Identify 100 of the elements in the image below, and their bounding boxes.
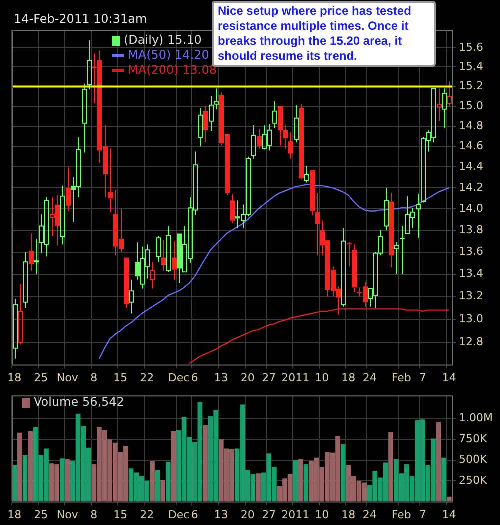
x-tick-label: 20	[240, 371, 255, 384]
candlestick	[209, 96, 214, 132]
legend-label: MA(200) 13.08	[128, 63, 217, 78]
bar	[298, 459, 304, 502]
candlestick	[315, 192, 320, 256]
y-tick-label: 15.6	[459, 40, 484, 54]
x-tick-label: 18	[342, 371, 356, 384]
candlestick	[230, 194, 235, 224]
candlestick	[341, 228, 346, 308]
bar	[155, 470, 160, 502]
y-tick-label: 13.4	[459, 267, 484, 280]
x-tick-label: 20	[240, 508, 255, 522]
x-tick-label: 18	[8, 371, 22, 384]
bar	[203, 425, 208, 502]
candlestick	[384, 188, 389, 232]
candlestick	[150, 262, 155, 290]
candlestick	[352, 244, 357, 293]
y-tick-label: 250K	[459, 474, 488, 487]
y-tick-label: 12.8	[459, 335, 484, 348]
candlestick	[304, 166, 309, 184]
x-tick-label: 15	[114, 371, 128, 384]
candlestick	[108, 148, 113, 213]
candlestick	[288, 132, 293, 160]
annotation: Nice setup where price has tested resistance multiple times. Once it breaks through the 15.20 area, it should resume its trend.	[218, 4, 412, 63]
bar	[171, 431, 176, 502]
x-tick-label: 13	[214, 371, 228, 384]
x-tick-label: 22	[140, 371, 154, 384]
candlestick	[18, 284, 23, 346]
x-tick-label: Feb	[392, 508, 412, 522]
y-tick-label: 14.0	[459, 202, 484, 215]
y-tick-label: 750K	[459, 432, 488, 446]
y-tick-label: 14.6	[459, 140, 484, 153]
candlestick	[347, 242, 352, 268]
x-tick-label: 27	[262, 508, 276, 522]
bar	[304, 464, 309, 502]
bar	[60, 458, 65, 502]
bar	[150, 461, 155, 502]
legend-label: MA(50) 14.20	[128, 48, 210, 63]
x-tick-label: 10	[315, 371, 330, 384]
bar	[256, 474, 261, 502]
candlestick	[172, 240, 177, 280]
candlestick	[278, 106, 283, 146]
x-tick-label: 15	[114, 508, 128, 522]
candlestick	[29, 233, 34, 272]
bar	[293, 460, 298, 502]
candlestick	[60, 185, 65, 246]
x-tick-label: 8	[90, 508, 98, 522]
candlestick	[82, 83, 87, 154]
candlestick	[416, 194, 421, 239]
candlestick	[400, 226, 405, 275]
bar	[28, 431, 33, 502]
candlestick	[203, 106, 208, 144]
bar	[388, 432, 394, 502]
x-tick-label: 18	[342, 508, 356, 522]
bar	[65, 459, 70, 502]
y-tick-label: 15.4	[459, 60, 484, 74]
candlestick	[87, 40, 92, 90]
candlestick	[310, 170, 315, 216]
candlestick	[283, 124, 288, 150]
candlestick	[166, 226, 171, 273]
candlestick	[124, 258, 129, 309]
bar	[22, 455, 28, 502]
candlestick	[34, 238, 39, 275]
x-tick-label: 8	[90, 371, 98, 384]
bar	[442, 458, 446, 502]
candlestick	[214, 88, 219, 110]
candlestick	[394, 242, 399, 275]
x-tick-label: 18	[8, 508, 22, 522]
candlestick	[389, 192, 394, 268]
x-tick-label: 13	[214, 508, 228, 522]
x-tick-label: 25	[34, 371, 48, 384]
y-tick-label: 14.8	[459, 119, 484, 132]
candlestick	[299, 104, 304, 180]
x-tick-label: 2011	[282, 371, 310, 384]
legend-label: Volume 56,542	[34, 395, 124, 410]
x-tick-label: Dec	[168, 508, 190, 522]
x-tick-label: 7	[419, 371, 426, 384]
y-tick-label: 13.6	[459, 245, 484, 258]
bar	[436, 422, 442, 502]
y-tick-label: 13.8	[459, 223, 484, 236]
x-tick-label: 14	[442, 508, 456, 522]
y-tick-label: 14.4	[459, 160, 484, 174]
bar	[340, 444, 346, 502]
x-tick-label: 27	[262, 371, 276, 384]
y-tick-label: 13.0	[459, 312, 484, 326]
y-tick-label: 500K	[459, 453, 488, 466]
x-tick-label: 10	[315, 508, 330, 522]
candlestick	[294, 104, 299, 144]
x-tick-label: 24	[362, 508, 377, 522]
bar	[446, 496, 452, 502]
y-tick-label: 1.00M	[459, 412, 493, 425]
legend-label: (Daily) 15.10	[124, 33, 202, 48]
x-tick-label: 6	[191, 371, 198, 384]
candlestick	[437, 88, 442, 122]
candlestick	[251, 124, 256, 160]
x-tick-label: Nov	[56, 371, 79, 384]
candlestick	[442, 88, 447, 129]
bar	[166, 462, 171, 502]
chart-subtitle: 14-Feb-2011 10:31am	[14, 12, 148, 26]
candlestick	[447, 81, 452, 107]
